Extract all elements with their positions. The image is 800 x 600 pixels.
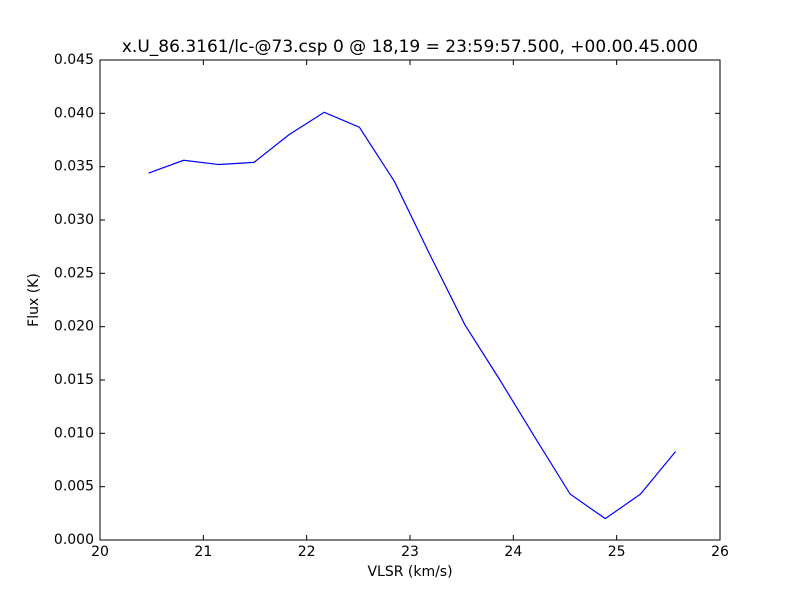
x-tick-label: 26 — [711, 544, 729, 560]
chart-title: x.U_86.3161/lc-@73.csp 0 @ 18,19 = 23:59… — [122, 37, 698, 57]
y-tick-label: 0.005 — [54, 479, 94, 495]
data-line — [148, 111, 677, 520]
y-tick-label: 0.035 — [54, 159, 94, 175]
plot-frame — [99, 59, 721, 541]
y-tick-label: 0.040 — [54, 105, 94, 121]
y-tick-label: 0.030 — [54, 212, 94, 228]
y-axis-label: Flux (K) — [26, 273, 42, 327]
x-tick-label: 25 — [608, 544, 626, 560]
y-tick-label: 0.015 — [54, 372, 94, 388]
y-tick-label: 0.000 — [54, 532, 94, 548]
y-tick-label: 0.020 — [54, 319, 94, 335]
x-tick-label: 24 — [504, 544, 522, 560]
x-axis-label: VLSR (km/s) — [367, 564, 452, 580]
x-tick-label: 23 — [401, 544, 419, 560]
x-tick-label: 20 — [91, 544, 109, 560]
y-tick-label: 0.045 — [54, 52, 94, 68]
y-tick-label: 0.025 — [54, 265, 94, 281]
x-tick-label: 22 — [298, 544, 316, 560]
y-tick-label: 0.010 — [54, 425, 94, 441]
x-tick-label: 21 — [194, 544, 212, 560]
